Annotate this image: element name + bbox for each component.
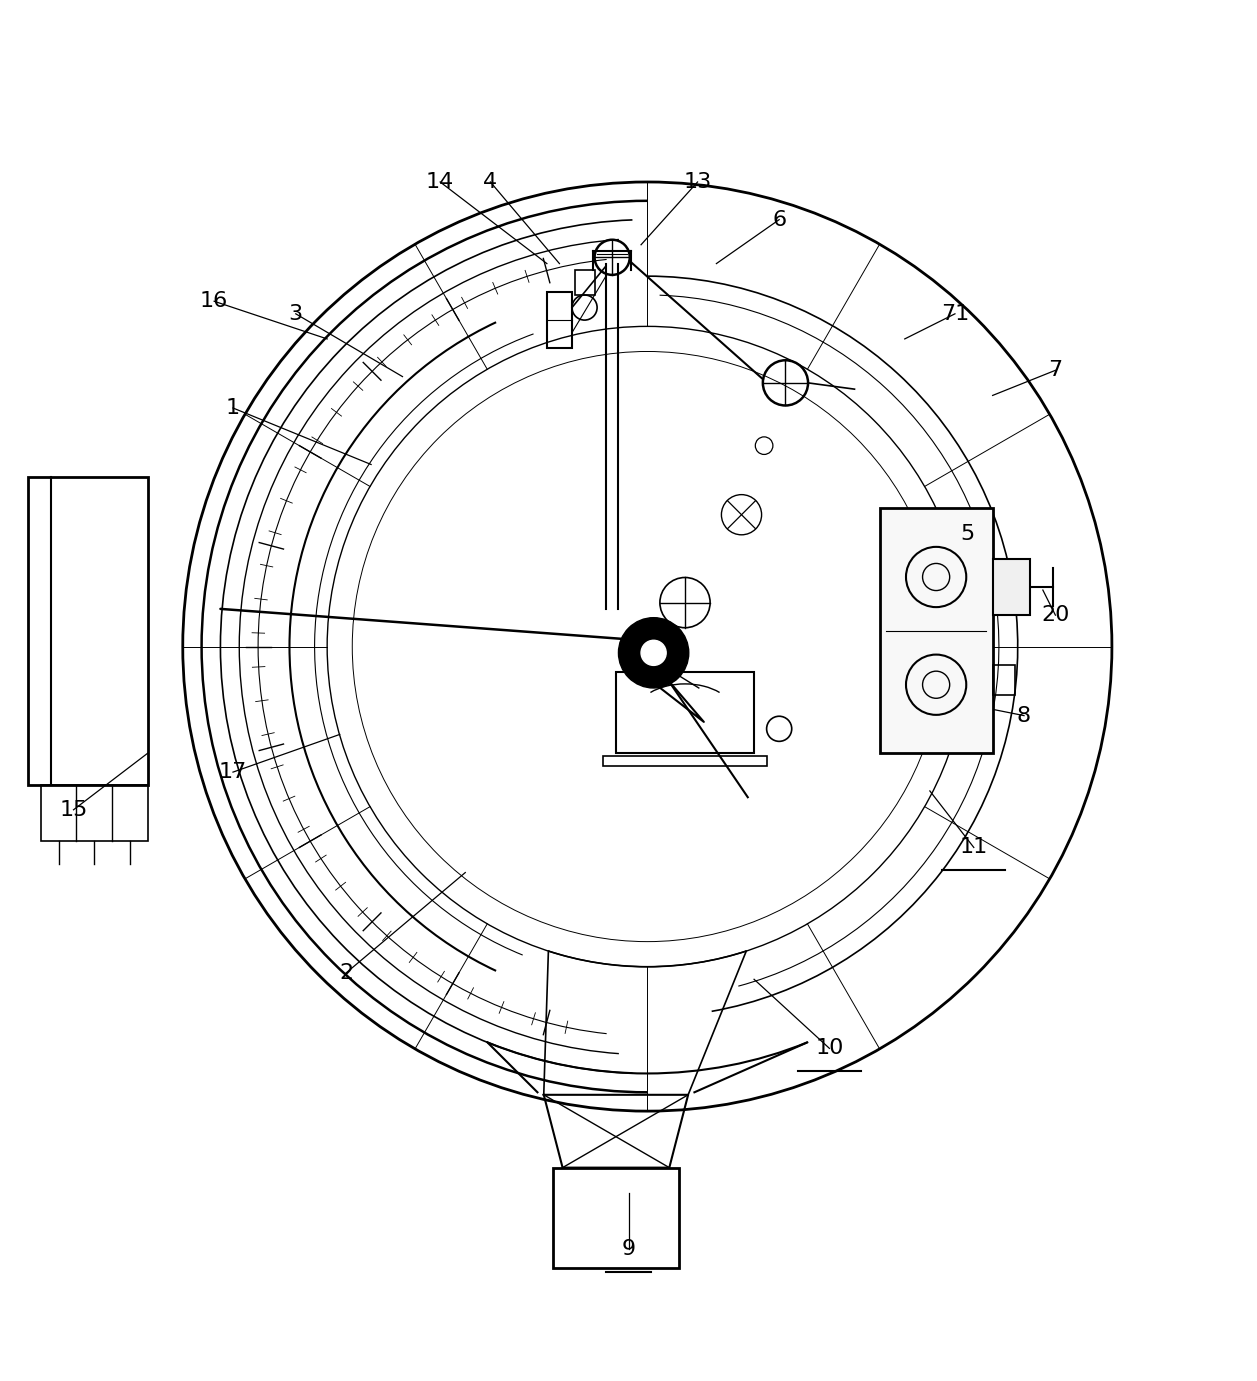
Text: 14: 14 xyxy=(426,173,454,192)
Text: 9: 9 xyxy=(621,1239,636,1259)
Text: 11: 11 xyxy=(959,837,988,858)
Text: 20: 20 xyxy=(1041,605,1070,626)
Bar xyxy=(880,508,993,753)
Text: 71: 71 xyxy=(940,304,969,323)
Bar xyxy=(29,476,147,784)
Text: 10: 10 xyxy=(816,1039,843,1058)
Bar xyxy=(574,269,595,296)
Text: 13: 13 xyxy=(684,173,711,192)
Text: 17: 17 xyxy=(219,762,248,782)
Text: 5: 5 xyxy=(960,523,974,544)
Text: 6: 6 xyxy=(772,210,786,229)
Bar xyxy=(547,293,572,348)
Text: 8: 8 xyxy=(1017,706,1031,725)
Text: 2: 2 xyxy=(339,963,353,983)
Text: 15: 15 xyxy=(59,800,88,820)
Bar xyxy=(616,671,754,753)
Bar xyxy=(993,664,1016,695)
Bar xyxy=(993,558,1031,615)
Bar xyxy=(41,784,147,841)
Bar xyxy=(553,1167,679,1268)
Text: 4: 4 xyxy=(484,173,498,192)
Circle shape xyxy=(641,641,666,666)
Text: 3: 3 xyxy=(289,304,303,323)
Text: 16: 16 xyxy=(200,291,229,311)
Bar xyxy=(603,755,767,766)
Text: 1: 1 xyxy=(226,398,240,418)
Text: 7: 7 xyxy=(1048,360,1062,380)
Circle shape xyxy=(618,617,689,688)
